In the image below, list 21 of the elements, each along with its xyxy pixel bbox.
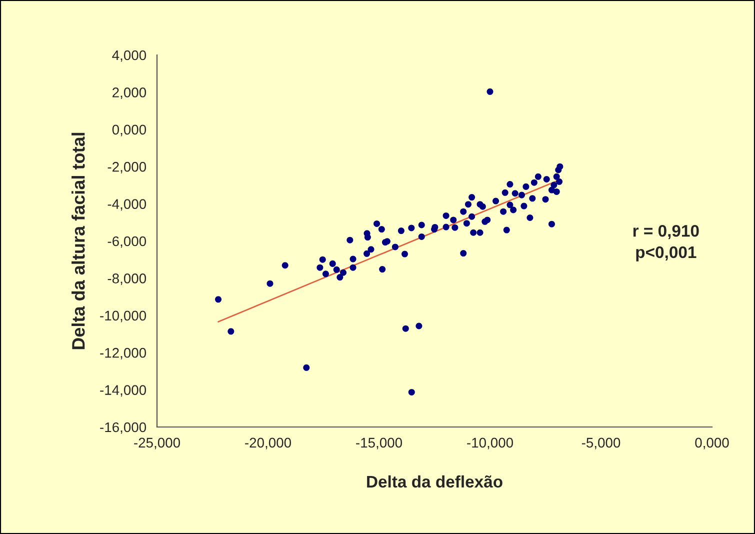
y-tick-label: -4,000 (108, 199, 146, 211)
y-tick-label: -16,000 (100, 422, 146, 434)
y-tick-label: -8,000 (108, 274, 146, 286)
x-tick-label: -25,000 (134, 438, 180, 450)
y-tick-label: -12,000 (100, 348, 146, 360)
y-tick-label: -2,000 (108, 162, 146, 174)
x-tick-label: -5,000 (582, 438, 620, 450)
x-tick-label: -20,000 (245, 438, 292, 450)
x-tick-label: 0,000 (695, 438, 729, 450)
y-tick-label: 0,000 (112, 124, 146, 136)
y-tick-label: -14,000 (100, 385, 146, 397)
x-axis-title: Delta da deflexão (367, 475, 502, 488)
y-tick-label: 2,000 (112, 88, 146, 100)
x-tick-label: -15,000 (356, 438, 402, 450)
y-tick-label: 4,000 (112, 50, 146, 62)
annotation: p<0,001 (636, 246, 696, 262)
x-tick-label: -10,000 (467, 438, 514, 450)
y-tick-label: -6,000 (108, 236, 146, 248)
y-axis-title: Delta da altura facial total (72, 132, 85, 350)
y-tick-label: -10,000 (100, 310, 146, 322)
annotation: r = 0,910 (633, 224, 699, 240)
